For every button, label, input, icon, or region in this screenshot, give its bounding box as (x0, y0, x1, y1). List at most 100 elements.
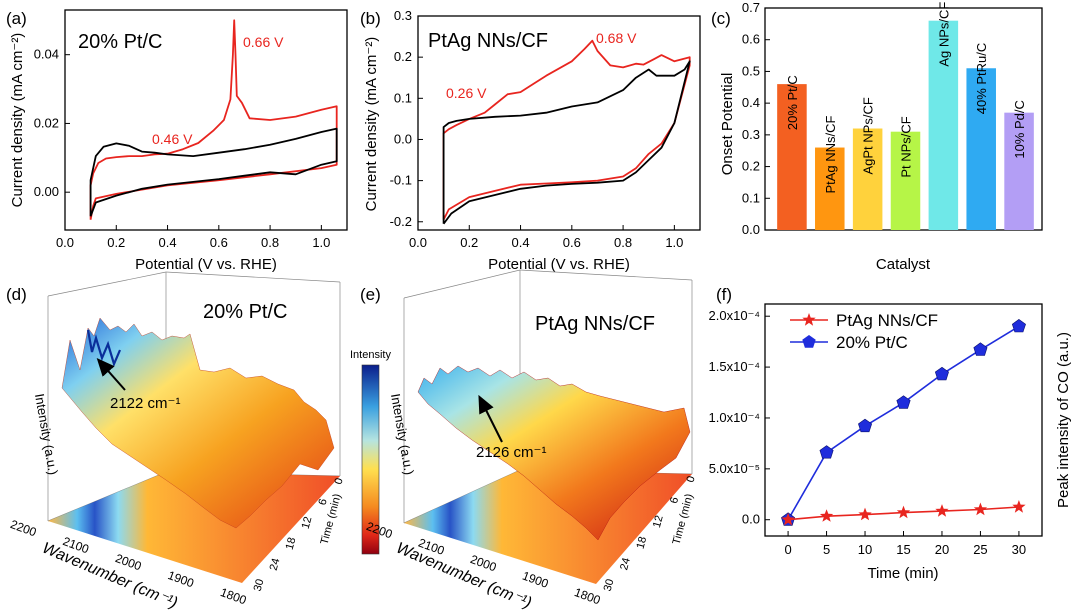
cv-a-onset-annotation: 0.46 V (152, 131, 193, 147)
y-tick-label: 0.7 (742, 0, 760, 15)
y-tick-label: 24 (268, 557, 283, 572)
bar (966, 68, 996, 230)
surface-e-zlabel: Intensity (a.u.) (388, 392, 417, 476)
surface-e-annotation: 2126 cm⁻¹ (476, 444, 546, 461)
x-tick-label: 10 (858, 542, 872, 557)
star-point (858, 507, 872, 521)
bar-c-ylabel: Onset Potential (719, 73, 736, 176)
x-tick-label: 25 (973, 542, 987, 557)
panel-letter-e: (e) (360, 285, 381, 304)
panel-letter-a: (a) (6, 9, 27, 28)
pentagon-point (1011, 319, 1026, 333)
x-tick-label: 0.4 (512, 235, 530, 250)
x-tick-label: 1.0 (665, 235, 683, 250)
bar (1004, 112, 1034, 230)
co-intensity-chart-f: 0 5 10 15 20 25 30 0.0 5.0x10⁻⁵ 1.0x10⁻⁴ 1.5x10⁻⁴ 2… (709, 303, 1072, 582)
x-tick-label: 0.2 (460, 235, 478, 250)
x-tick-label: 30 (1012, 542, 1026, 557)
cv-b-ticks: 0.0 0.2 0.4 0.6 0.8 1.0 -0.2 -0.1 0.0 0.1 0.2 0.3 (390, 8, 684, 250)
y-tick-label: 24 (618, 557, 633, 572)
y-tick-label: -0.1 (390, 173, 412, 188)
legend-label: PtAg NNs/CF (836, 311, 938, 330)
panel-letter-c: (c) (711, 9, 731, 28)
pentagon-point (934, 366, 949, 381)
y-tick-label: -0.2 (390, 214, 412, 229)
cv-curve-red (442, 39, 691, 221)
y-tick-label: 12 (300, 515, 315, 530)
cv-a-curves (89, 19, 338, 220)
bar-c-ticks: 0.0 0.1 0.2 0.3 0.4 0.5 0.6 0.7 (742, 0, 770, 237)
pentagon-point (858, 418, 873, 433)
y-tick-label: 0.0 (742, 222, 760, 237)
cv-a-xlabel: Potential (V vs. RHE) (135, 256, 277, 273)
bar (890, 131, 921, 230)
y-tick-label: 18 (284, 536, 299, 551)
cv-curve-black (442, 60, 691, 225)
cv-chart-b: 0.0 0.2 0.4 0.6 0.8 1.0 -0.2 -0.1 0.0 0.1 0.2 0.3 P… (363, 8, 701, 273)
y-tick-label: 6 (668, 496, 681, 505)
x-tick-label: 1900 (166, 568, 196, 590)
x-tick-label: 0.8 (614, 235, 632, 250)
surface-d-zlabel: Intensity (a.u.) (32, 392, 61, 476)
x-tick-label: 1900 (520, 569, 550, 591)
line-f-ticks: 0 5 10 15 20 25 30 0.0 5.0x10⁻⁵ 1.0x10⁻⁴ 1.5x10⁻⁴ 2… (709, 308, 1027, 557)
bar-category-label: PtAg NNs/CF (823, 115, 838, 193)
cv-curve-red (89, 19, 338, 220)
bar-category-label: 20% Pt/C (785, 75, 800, 130)
cv-curve-black (89, 127, 338, 217)
bar-c-bars: 20% Pt/C PtAg NNs/CF AgPt NPs/CF Pt NPs/CF A… (777, 2, 1034, 230)
y-tick-label: 1.5x10⁻⁴ (709, 359, 760, 374)
y-tick-label: 0 (333, 477, 346, 486)
cv-a-peak-annotation: 0.66 V (243, 34, 284, 50)
y-tick-label: 0.00 (34, 184, 59, 199)
cv-b-ylabel: Current density (mA cm⁻²) (363, 37, 380, 212)
surface-d-annotation: 2122 cm⁻¹ (110, 395, 180, 412)
pentagon-point (973, 342, 988, 356)
y-tick-label: 0.3 (742, 127, 760, 142)
x-tick-label: 15 (896, 542, 910, 557)
bar-category-label: Pt NPs/CF (899, 116, 914, 177)
y-tick-label: 0.4 (742, 95, 760, 110)
line-f-series (781, 319, 1026, 526)
x-tick-label: 0.8 (261, 235, 279, 250)
star-point (819, 509, 834, 522)
x-tick-label: 0.2 (107, 235, 125, 250)
y-tick-label: 0.2 (394, 49, 412, 64)
bar (852, 128, 883, 230)
x-tick-label: 0.4 (159, 235, 177, 250)
y-tick-label: 0.1 (394, 90, 412, 105)
surface-e-title: PtAg NNs/CF (535, 313, 655, 335)
x-tick-label: 0.6 (563, 235, 581, 250)
surface-chart-e: PtAg NNs/CF 2126 cm⁻¹ Intensity (a.u.) W… (364, 269, 698, 612)
y-tick-label: 0.6 (742, 32, 760, 47)
bar (928, 20, 959, 230)
y-tick-label: 0.02 (34, 115, 59, 130)
x-tick-label: 20 (935, 542, 949, 557)
y-tick-label: 30 (252, 578, 267, 593)
line-f-ylabel: Peak intensity of CO (a.u.) (1055, 332, 1072, 508)
x-tick-label: 2200 (8, 517, 38, 539)
y-tick-label: 0.0 (394, 131, 412, 146)
x-tick-label: 5 (823, 542, 830, 557)
legend-pentagon (802, 335, 816, 348)
colorbar-gradient (361, 364, 380, 555)
surface-d-mesh (61, 317, 335, 529)
x-tick-label: 0.0 (56, 235, 74, 250)
panel-letter-f: (f) (716, 285, 732, 304)
x-tick-label: 0 (784, 542, 791, 557)
legend-label: 20% Pt/C (836, 333, 908, 352)
x-tick-label: 0.6 (210, 235, 228, 250)
onset-bar-chart-c: 0.0 0.1 0.2 0.3 0.4 0.5 0.6 0.7 20% Pt/C PtAg NN… (719, 0, 1043, 273)
x-tick-label: 1800 (572, 585, 602, 607)
star-point (1012, 500, 1026, 513)
bar-category-label: AgPt NPs/CF (861, 97, 876, 174)
bar-category-label: Ag NPs/CF (936, 2, 951, 67)
bar-c-xlabel: Catalyst (876, 256, 931, 273)
cv-b-onset-annotation: 0.26 V (446, 85, 487, 101)
star-point (896, 505, 911, 519)
y-tick-label: 0.1 (742, 190, 760, 205)
surface-chart-d: 20% Pt/C 2122 cm⁻¹ Intensity (a.u.) Wave… (8, 271, 346, 612)
line-f-xlabel: Time (min) (867, 565, 938, 582)
cv-b-xlabel: Potential (V vs. RHE) (488, 256, 630, 273)
